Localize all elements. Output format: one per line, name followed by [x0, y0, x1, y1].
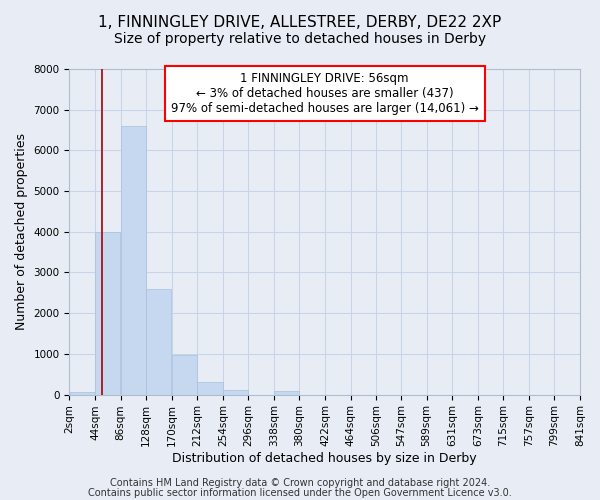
Bar [223, 390, 248, 394]
X-axis label: Distribution of detached houses by size in Derby: Distribution of detached houses by size … [172, 452, 477, 465]
Bar [95, 232, 121, 394]
Bar [197, 382, 223, 394]
Bar [70, 392, 95, 394]
Text: 1 FINNINGLEY DRIVE: 56sqm
← 3% of detached houses are smaller (437)
97% of semi-: 1 FINNINGLEY DRIVE: 56sqm ← 3% of detach… [171, 72, 479, 116]
Bar [146, 289, 172, 395]
Y-axis label: Number of detached properties: Number of detached properties [15, 134, 28, 330]
Bar [172, 355, 197, 395]
Text: Contains public sector information licensed under the Open Government Licence v3: Contains public sector information licen… [88, 488, 512, 498]
Bar [274, 392, 299, 394]
Text: 1, FINNINGLEY DRIVE, ALLESTREE, DERBY, DE22 2XP: 1, FINNINGLEY DRIVE, ALLESTREE, DERBY, D… [98, 15, 502, 30]
Bar [121, 126, 146, 394]
Text: Size of property relative to detached houses in Derby: Size of property relative to detached ho… [114, 32, 486, 46]
Text: Contains HM Land Registry data © Crown copyright and database right 2024.: Contains HM Land Registry data © Crown c… [110, 478, 490, 488]
